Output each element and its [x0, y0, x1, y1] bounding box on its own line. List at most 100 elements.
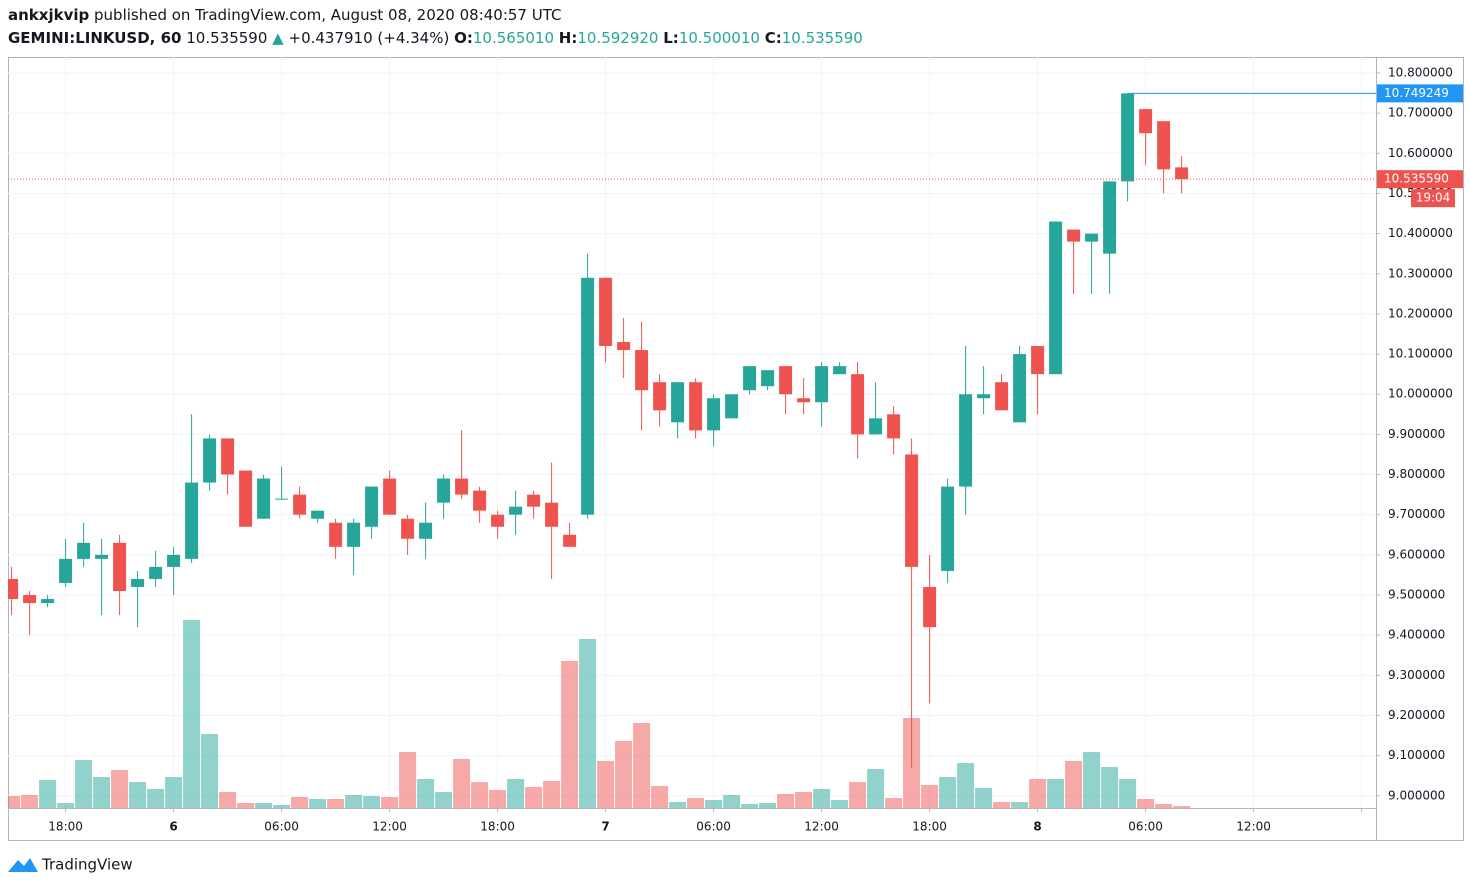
volume-bar — [1029, 779, 1047, 808]
volume-bar — [219, 792, 237, 808]
volume-bar — [363, 796, 381, 808]
volume-bar — [309, 799, 327, 808]
x-tick-label: 12:00 — [372, 820, 407, 834]
change: +0.437910 (+4.34%) — [288, 29, 450, 47]
volume-bar — [633, 723, 651, 808]
volume-bar — [399, 752, 417, 808]
volume-bar — [957, 763, 975, 808]
volume-bar — [705, 800, 723, 808]
volume-bar — [165, 777, 183, 808]
candle-body — [473, 490, 487, 511]
last-label-bg — [1377, 170, 1463, 189]
candle-body — [833, 366, 847, 375]
candle-body — [581, 277, 595, 515]
candle-body — [1121, 93, 1135, 182]
candle-body — [1085, 233, 1099, 242]
candle-body — [1013, 354, 1027, 423]
volume-bar — [183, 620, 201, 808]
candle-body — [779, 366, 793, 395]
candle-body — [491, 514, 505, 527]
candle-body — [851, 374, 865, 435]
candle-body — [761, 370, 775, 387]
volume-bar — [759, 803, 777, 808]
candle-body — [959, 394, 973, 487]
candle-body — [1067, 229, 1081, 242]
volume-bar — [489, 790, 507, 808]
volume-bar — [597, 761, 615, 808]
volume-bar — [39, 780, 57, 808]
candle-body — [113, 542, 127, 591]
volume-bar — [777, 794, 795, 808]
volume-bar — [615, 741, 633, 808]
publish-line: ankxjkvip published on TradingView.com, … — [8, 6, 561, 24]
low: 10.500010 — [678, 29, 760, 47]
candle-body — [869, 418, 883, 435]
candle-body — [689, 382, 703, 431]
candle-body — [365, 486, 379, 527]
candle-body — [1139, 109, 1153, 134]
x-tick-label: 18:0 — [1348, 820, 1375, 834]
candle-body — [527, 494, 541, 507]
volume-bar — [255, 803, 273, 808]
volume-bar — [1011, 802, 1029, 808]
candle-body — [329, 522, 343, 547]
volume-bar — [885, 798, 903, 808]
candle-body — [95, 554, 109, 559]
candle-body — [221, 438, 235, 475]
x-tick-label: 6 — [169, 820, 177, 834]
candle-body — [8, 578, 19, 600]
candle-body — [1103, 181, 1117, 254]
y-tick-label: 9.500000 — [1388, 588, 1445, 602]
high-label: 10.749249 — [1384, 86, 1449, 100]
logo: TradingView — [8, 856, 133, 874]
open: 10.565010 — [472, 29, 554, 47]
candle-body — [23, 595, 37, 604]
o-label: O: — [454, 29, 473, 47]
grid — [8, 57, 1376, 808]
candle-body — [545, 502, 559, 527]
x-tick-label: 06:00 — [1128, 820, 1163, 834]
volume-bar — [237, 803, 255, 808]
c-label: C: — [764, 29, 782, 47]
countdown-bg — [1411, 189, 1455, 208]
volume-bar — [273, 805, 291, 808]
volume-bar — [471, 782, 489, 808]
volume-bar — [147, 789, 165, 808]
last-label: 10.535590 — [1384, 172, 1449, 186]
y-tick-label: 9.000000 — [1388, 788, 1445, 802]
volume-bar — [93, 777, 111, 808]
volume-bar — [57, 803, 75, 808]
candle-body — [887, 414, 901, 439]
x-tick-label: 18:00 — [480, 820, 515, 834]
candle-body — [725, 394, 739, 419]
candle-body — [509, 506, 523, 515]
y-tick-label: 10.100000 — [1388, 347, 1453, 361]
candle-body — [977, 394, 991, 399]
y-tick-label: 9.600000 — [1388, 547, 1445, 561]
y-tick-label: 10.000000 — [1388, 387, 1453, 401]
candle-body — [347, 522, 361, 547]
candle-body — [167, 554, 181, 567]
candle-body — [1031, 346, 1045, 375]
candle-body — [599, 277, 613, 347]
volume-bar — [867, 769, 885, 808]
publisher: ankxjkvip — [8, 6, 90, 24]
y-tick-label: 9.800000 — [1388, 467, 1445, 481]
volume-bar — [1173, 806, 1191, 808]
volume-bar — [525, 787, 543, 808]
y-tick-label: 9.900000 — [1388, 427, 1445, 441]
candle-body — [563, 534, 577, 547]
volume-bar — [291, 797, 309, 808]
l-label: L: — [663, 29, 679, 47]
volume-bar — [1155, 804, 1173, 808]
candle-body — [311, 510, 325, 519]
symbol: GEMINI:LINKUSD, 60 — [8, 29, 182, 47]
candle-body — [437, 478, 451, 503]
x-tick-label: 06:00 — [264, 820, 299, 834]
y-tick-label: 10.400000 — [1388, 226, 1453, 240]
candle-body — [401, 518, 415, 539]
candle-body — [185, 482, 199, 559]
candle-body — [203, 438, 217, 483]
